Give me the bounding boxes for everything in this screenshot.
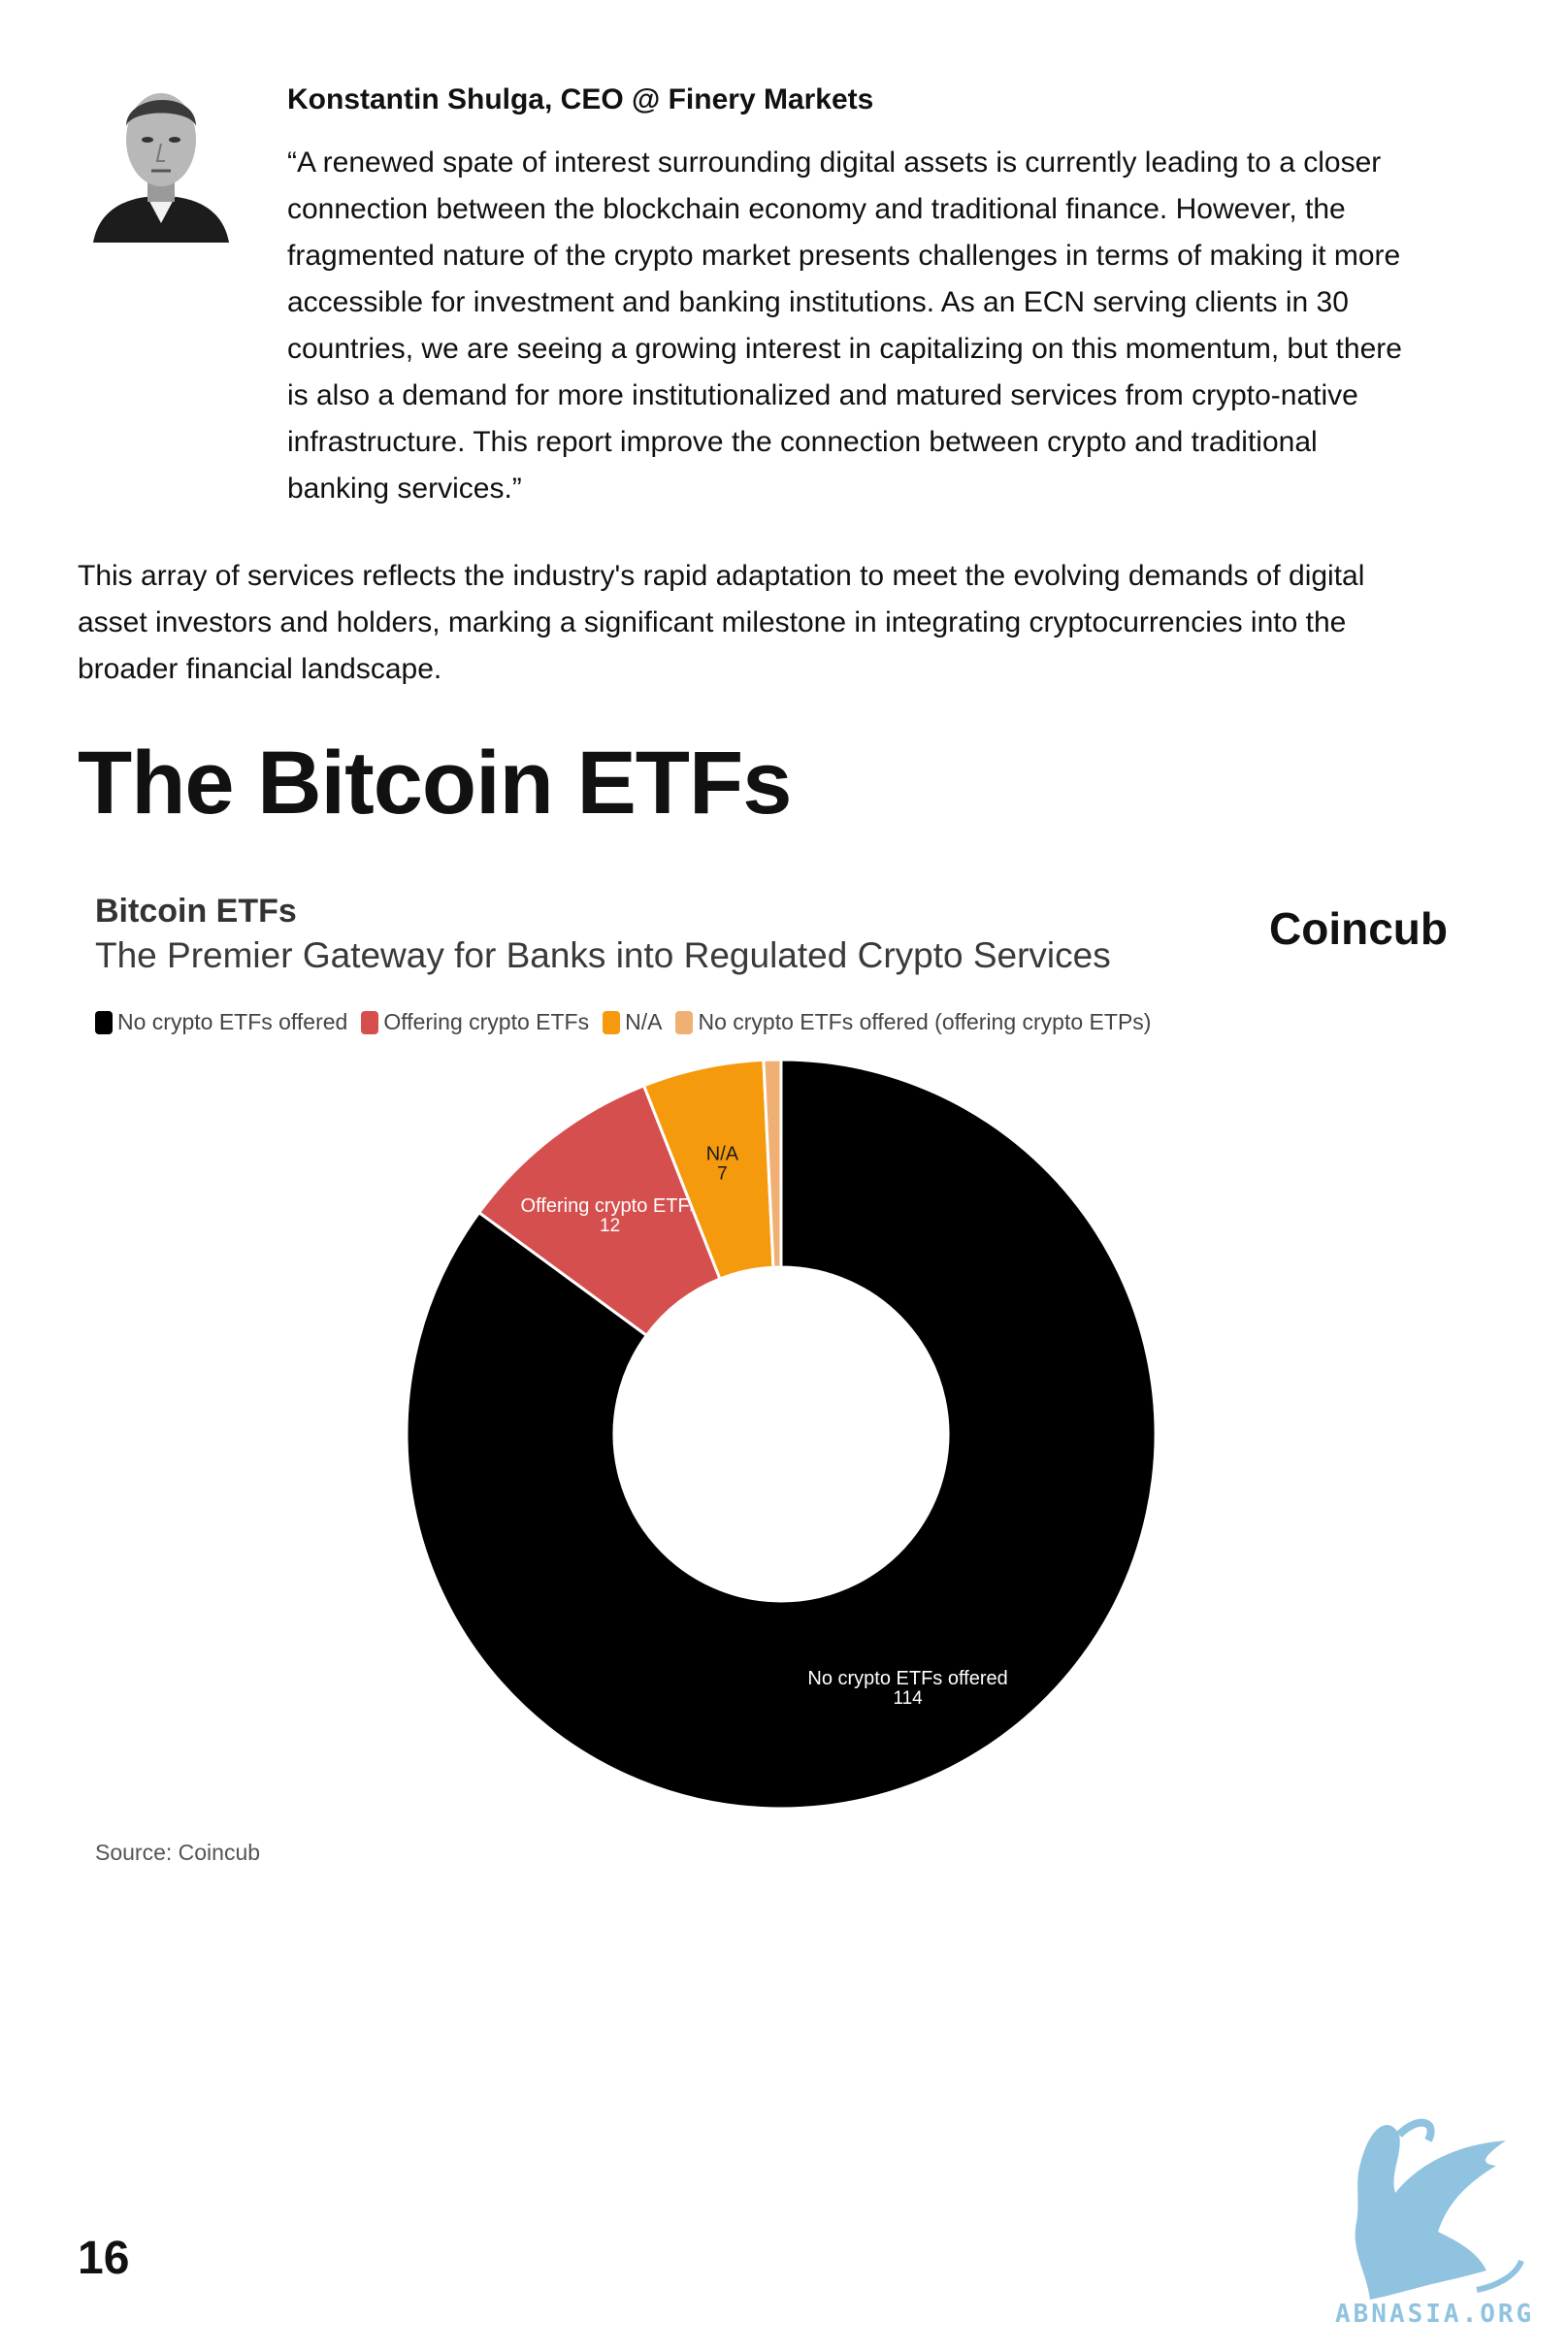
body-paragraph: This array of services reflects the indu… <box>78 553 1494 693</box>
legend-swatch <box>603 1010 621 1034</box>
paragraph-line: This array of services reflects the indu… <box>78 560 1365 592</box>
griffin-logo-icon <box>1331 2106 1554 2329</box>
quote-line: is also a demand for more institutionali… <box>287 379 1358 411</box>
paragraph-line: broader financial landscape. <box>78 653 442 685</box>
slice-value: 12 <box>600 1216 620 1236</box>
quote-text: “A renewed spate of interest surrounding… <box>287 140 1490 512</box>
quote-line: “A renewed spate of interest surrounding… <box>287 147 1382 179</box>
donut-slice <box>476 1083 722 1338</box>
paragraph-line: asset investors and holders, marking a s… <box>78 606 1347 638</box>
slice-value: 7 <box>717 1163 728 1184</box>
coincub-brand: Coincub <box>1269 903 1448 954</box>
slice-label: N/A <box>706 1143 739 1164</box>
legend-label: No crypto ETFs offered (offering crypto … <box>698 1009 1152 1034</box>
legend-item: Offering crypto ETFs <box>361 1009 589 1035</box>
quote-line: connection between the blockchain econom… <box>287 193 1346 225</box>
legend-swatch <box>361 1010 379 1034</box>
quote-line: fragmented nature of the crypto market p… <box>287 240 1401 272</box>
chart-subtitle: The Premier Gateway for Banks into Regul… <box>95 935 1111 975</box>
chart-title: Bitcoin ETFs <box>95 893 297 930</box>
legend-item: N/A <box>603 1009 662 1035</box>
author-avatar <box>93 76 229 243</box>
quote-line: infrastructure. This report improve the … <box>287 426 1318 458</box>
quote-line: banking services.” <box>287 473 522 505</box>
section-heading: The Bitcoin ETFs <box>78 734 792 833</box>
legend-item: No crypto ETFs offered <box>95 1009 347 1035</box>
slice-value: 114 <box>893 1688 923 1709</box>
legend-label: N/A <box>625 1009 663 1034</box>
ceo-quote: Konstantin Shulga, CEO @ Finery Markets … <box>287 82 1490 512</box>
slice-label: Offering crypto ETFs <box>521 1195 700 1217</box>
legend-swatch <box>675 1010 694 1034</box>
legend-label: Offering crypto ETFs <box>383 1009 590 1034</box>
quote-line: countries, we are seeing a growing inter… <box>287 333 1402 365</box>
page-number: 16 <box>78 2233 130 2284</box>
slice-label: No crypto ETFs offered <box>807 1668 1007 1689</box>
quote-author: Konstantin Shulga, CEO @ Finery Markets <box>287 83 874 115</box>
chart-legend: No crypto ETFs offered Offering crypto ET… <box>95 1009 1151 1035</box>
quote-line: accessible for investment and banking in… <box>287 286 1349 318</box>
chart-source: Source: Coincub <box>95 1840 261 1865</box>
legend-label: No crypto ETFs offered <box>117 1009 348 1034</box>
legend-swatch <box>95 1010 113 1034</box>
donut-slice <box>405 1058 1158 1811</box>
watermark-text: ABNASIA.ORG <box>1335 2300 1535 2329</box>
legend-item: No crypto ETFs offered (offering crypto … <box>675 1009 1151 1035</box>
donut-slice <box>762 1058 783 1269</box>
